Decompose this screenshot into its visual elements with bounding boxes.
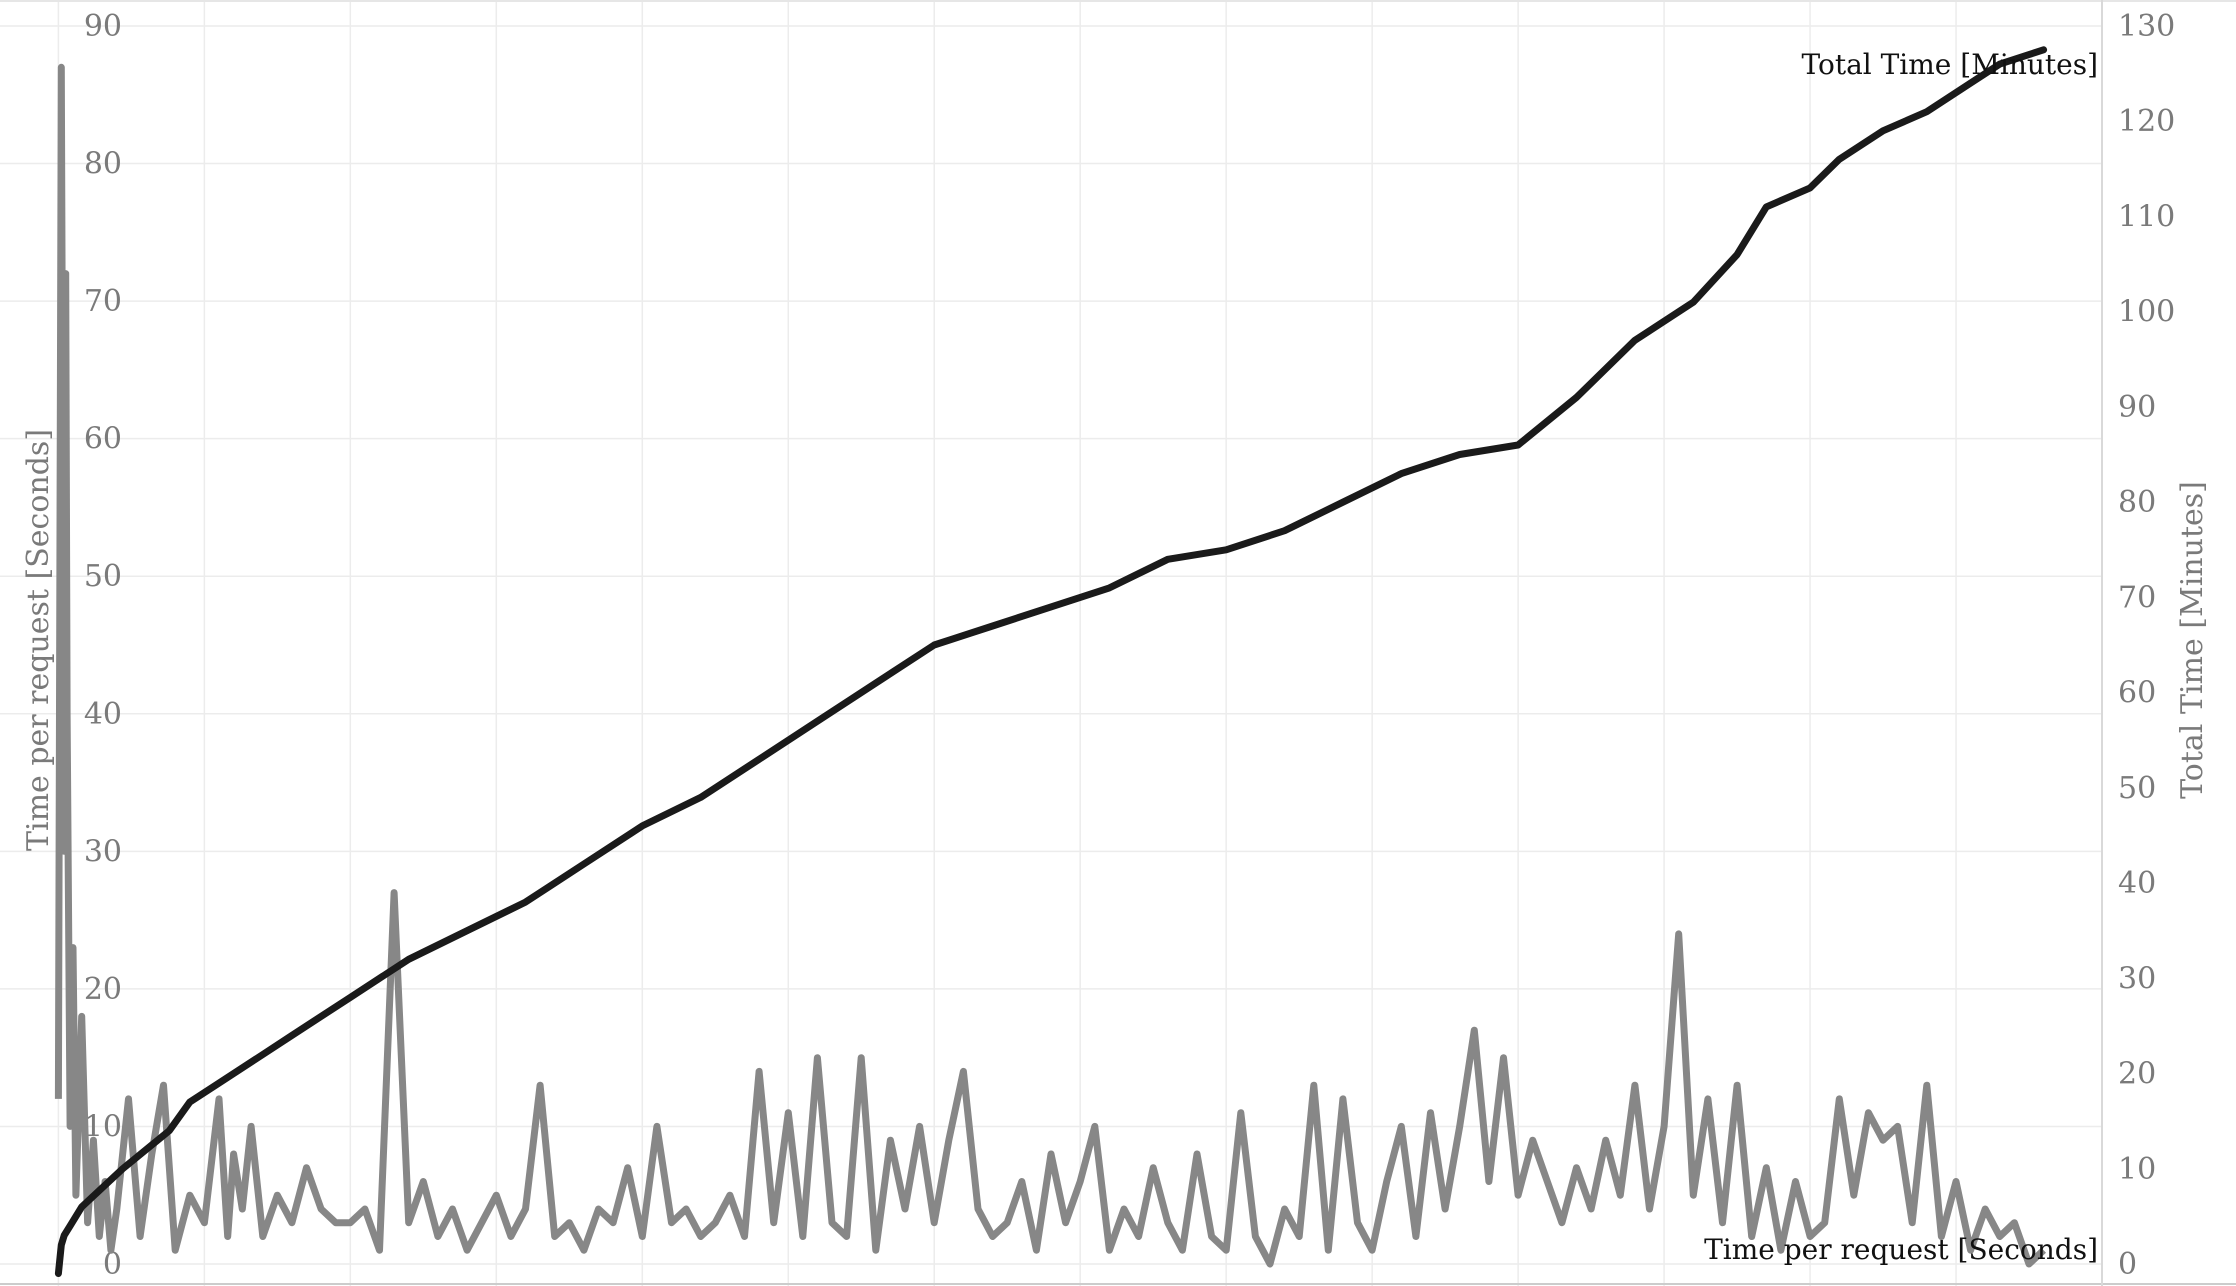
right-tick-label: 90 bbox=[2118, 390, 2156, 425]
right-tick-label: 70 bbox=[2118, 580, 2156, 615]
left-tick-label: 80 bbox=[84, 147, 122, 182]
right-axis-ticks: 0 10 20 30 40 50 60 70 80 90 100 110 120 130 bbox=[2118, 9, 2175, 1282]
left-tick-label: 0 bbox=[103, 1247, 122, 1282]
right-tick-label: 100 bbox=[2118, 295, 2175, 330]
right-axis-label: Total Time [Minutes] bbox=[2175, 481, 2210, 799]
right-tick-label: 0 bbox=[2118, 1247, 2137, 1282]
annotation-total-time: Total Time [Minutes] bbox=[1801, 48, 2098, 81]
left-axis-label: Time per request [Seconds] bbox=[21, 429, 56, 851]
left-tick-label: 10 bbox=[84, 1109, 122, 1144]
left-tick-label: 30 bbox=[84, 834, 122, 869]
left-tick-label: 20 bbox=[84, 972, 122, 1007]
series-line-total-time bbox=[54, 46, 2048, 1277]
right-tick-label: 80 bbox=[2118, 485, 2156, 520]
right-tick-label: 110 bbox=[2118, 199, 2175, 234]
right-tick-label: 30 bbox=[2118, 961, 2156, 996]
right-tick-label: 10 bbox=[2118, 1152, 2156, 1187]
right-tick-label: 40 bbox=[2118, 866, 2156, 901]
right-tick-label: 120 bbox=[2118, 104, 2175, 139]
right-tick-label: 50 bbox=[2118, 771, 2156, 806]
right-tick-label: 60 bbox=[2118, 676, 2156, 711]
right-tick-label: 20 bbox=[2118, 1057, 2156, 1092]
annotation-time-per-request: Time per request [Seconds] bbox=[1704, 1233, 2098, 1266]
series-line-time-per-request bbox=[54, 63, 2047, 1268]
left-tick-label: 50 bbox=[84, 559, 122, 594]
left-tick-label: 60 bbox=[84, 422, 122, 457]
left-tick-label: 70 bbox=[84, 284, 122, 319]
left-tick-label: 40 bbox=[84, 697, 122, 732]
left-axis-ticks: 0 10 20 30 40 50 60 70 80 90 bbox=[84, 9, 122, 1282]
right-tick-label: 130 bbox=[2118, 9, 2175, 44]
left-tick-label: 90 bbox=[84, 9, 122, 44]
